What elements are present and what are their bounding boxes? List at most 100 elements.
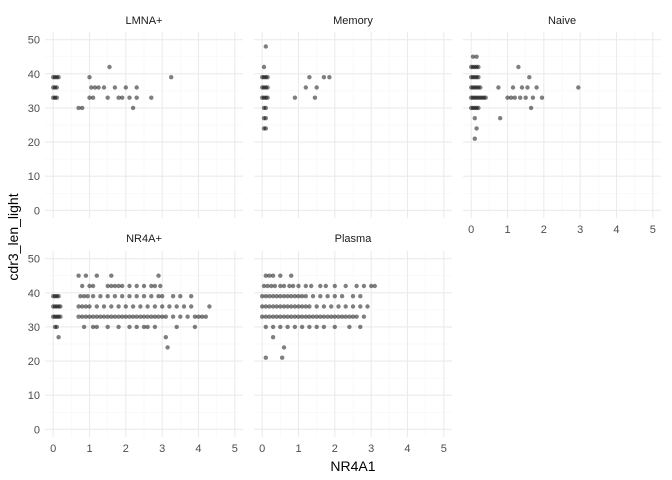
scatter-point: [89, 85, 94, 90]
scatter-point: [512, 95, 517, 100]
scatter-point: [170, 314, 176, 319]
scatter-point: [145, 314, 150, 319]
scatter-point: [314, 85, 319, 90]
scatter-point: [278, 283, 283, 289]
scatter-point: [289, 273, 294, 278]
scatter-point: [94, 314, 100, 319]
facet-strip-label: Naive: [548, 15, 576, 27]
scatter-point: [474, 54, 479, 59]
scatter-point: [123, 314, 128, 319]
scatter-point: [116, 283, 121, 289]
scatter-point: [269, 283, 274, 289]
scatter-point: [292, 324, 298, 330]
scatter-point: [105, 314, 110, 319]
scatter-point: [83, 304, 89, 309]
scatter-point: [343, 283, 348, 289]
x-tick-label: 3: [577, 224, 583, 236]
scatter-point: [483, 95, 488, 100]
scatter-point: [361, 283, 367, 289]
scatter-point: [105, 283, 110, 289]
scatter-point: [263, 126, 268, 131]
scatter-point: [199, 314, 205, 319]
scatter-point: [265, 95, 270, 100]
scatter-point: [523, 95, 528, 100]
x-tick-label: 3: [159, 443, 165, 455]
scatter-point: [318, 314, 323, 319]
scatter-point: [358, 294, 363, 299]
scatter-point: [189, 304, 194, 309]
scatter-point: [358, 304, 363, 309]
scatter-point: [90, 95, 96, 100]
scatter-point: [274, 314, 279, 319]
scatter-point: [98, 314, 103, 319]
scatter-point: [263, 324, 268, 330]
scatter-point: [87, 75, 92, 80]
scatter-point: [321, 75, 327, 80]
scatter-point: [339, 314, 345, 319]
scatter-point: [76, 273, 81, 278]
scatter-point: [92, 85, 98, 90]
scatter-point: [145, 324, 150, 330]
scatter-point: [347, 324, 352, 330]
y-tick-label: 30: [28, 103, 40, 115]
scatter-point: [174, 304, 179, 309]
scatter-point: [299, 324, 305, 330]
scatter-point: [141, 324, 147, 330]
scatter-point: [496, 85, 501, 90]
scatter-point: [296, 283, 301, 289]
scatter-point: [152, 304, 158, 309]
scatter-point: [120, 294, 125, 299]
scatter-point: [289, 294, 294, 299]
scatter-point: [321, 314, 327, 319]
scatter-point: [314, 314, 319, 319]
facet-panel-plasma: Plasma 0 1 2 3 4 5: [254, 233, 452, 455]
scatter-point: [299, 304, 305, 309]
facet-strip-label: Memory: [333, 15, 373, 27]
scatter-point: [274, 304, 279, 309]
scatter-point: [87, 304, 92, 309]
scatter-point: [281, 304, 287, 309]
scatter-point: [58, 314, 63, 319]
scatter-point: [134, 85, 139, 90]
scatter-point: [274, 294, 279, 299]
scatter-point: [260, 294, 265, 299]
scatter-point: [281, 314, 287, 319]
x-tick-label: 0: [50, 443, 56, 455]
scatter-point: [525, 85, 530, 90]
scatter-point: [472, 116, 477, 121]
scatter-point: [83, 273, 89, 278]
scatter-point: [56, 335, 61, 340]
scatter-point: [130, 105, 136, 111]
scatter-point: [85, 294, 90, 299]
facet-panel-naive: Naive 0 1 2 3 4 5: [463, 15, 661, 236]
y-tick-label: 50: [28, 254, 40, 266]
scatter-point: [116, 95, 121, 100]
scatter-point: [149, 314, 154, 319]
scatter-point: [156, 273, 161, 278]
scatter-point: [101, 85, 107, 90]
scatter-point: [158, 283, 163, 289]
scatter-point: [263, 116, 268, 121]
scatter-point: [170, 294, 176, 299]
scatter-point: [350, 314, 356, 319]
scatter-point: [287, 283, 292, 289]
scatter-point: [278, 273, 283, 278]
scatter-point: [267, 294, 272, 299]
scatter-point: [350, 304, 356, 309]
scatter-point: [152, 324, 158, 330]
scatter-point: [76, 304, 81, 309]
scatter-point: [90, 283, 96, 289]
scatter-point: [54, 85, 59, 90]
scatter-point: [539, 95, 545, 100]
scatter-point: [336, 314, 341, 319]
scatter-point: [289, 304, 294, 309]
scatter-point: [192, 314, 198, 319]
scatter-point: [265, 283, 270, 289]
scatter-point: [109, 283, 114, 289]
scatter-point: [299, 314, 305, 319]
scatter-point: [303, 314, 308, 319]
scatter-point: [167, 304, 172, 309]
scatter-point: [94, 324, 100, 330]
scatter-point: [163, 335, 168, 340]
